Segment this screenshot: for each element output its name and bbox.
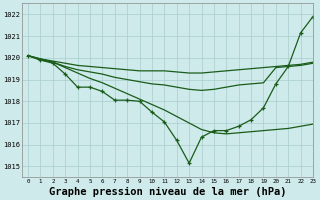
X-axis label: Graphe pression niveau de la mer (hPa): Graphe pression niveau de la mer (hPa) [49,186,286,197]
